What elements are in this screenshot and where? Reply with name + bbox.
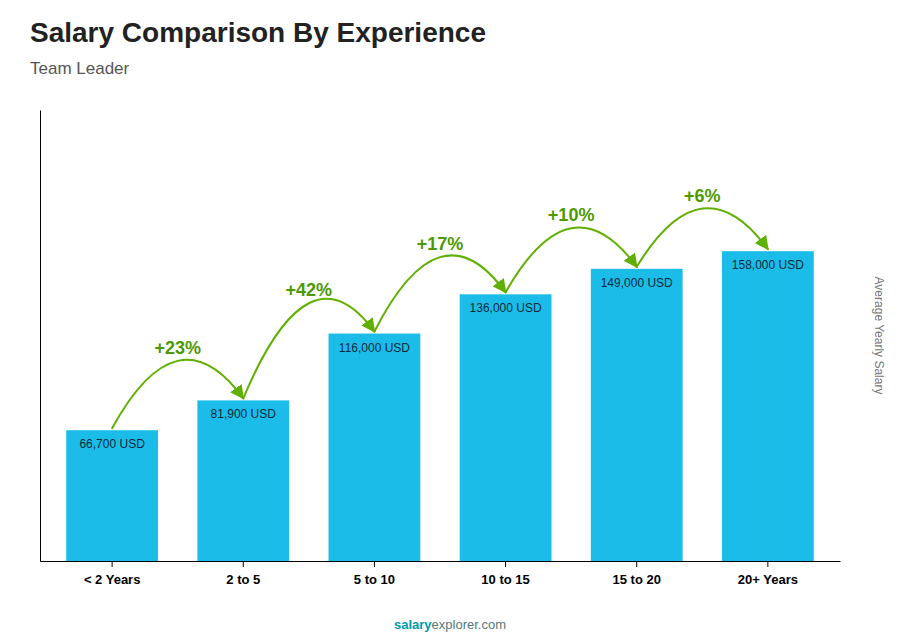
bar [591, 269, 683, 561]
chart: Salary Comparison By Experience Team Lead… [0, 0, 900, 641]
watermark-bold: salary [394, 617, 432, 632]
x-axis: < 2 Years 2 to 5 5 to 10 10 to 15 15 to 20 20… [41, 561, 841, 587]
watermark-rest: explorer.com [432, 617, 506, 632]
change-arrow [506, 227, 637, 292]
bars [66, 251, 814, 561]
bar [197, 400, 289, 561]
x-tick: 10 to 15 [481, 561, 529, 587]
change-arrow [637, 208, 768, 267]
change-label: +23% [154, 338, 201, 358]
data-labels: 66,700 USD 81,900 USD 116,000 USD 136,000 U… [79, 258, 804, 451]
data-label: 116,000 USD [339, 341, 410, 355]
change-label: +17% [417, 234, 464, 254]
change-label: +42% [286, 280, 333, 300]
x-tick-mark [243, 561, 244, 567]
x-tick-mark [767, 561, 768, 567]
bar [722, 251, 814, 561]
x-tick: < 2 Years [84, 561, 141, 587]
x-tick: 20+ Years [738, 561, 798, 587]
change-arrows: +23% +42% +17% +10% +6% [112, 186, 768, 429]
x-tick: 5 to 10 [354, 561, 395, 587]
subtitle: Team Leader [30, 59, 130, 78]
x-tick-label: 5 to 10 [354, 572, 395, 587]
data-label: 158,000 USD [732, 258, 804, 272]
y-axis-title: Average Yearly Salary [872, 277, 886, 395]
bar [329, 334, 421, 561]
change-label: +6% [684, 186, 721, 206]
bar [66, 430, 158, 561]
x-tick-mark [505, 561, 506, 567]
change-arrow [374, 255, 505, 331]
change-label: +10% [548, 205, 595, 225]
change-arrow [112, 360, 243, 428]
x-tick-label: 10 to 15 [481, 572, 529, 587]
data-label: 66,700 USD [79, 437, 145, 451]
data-label: 81,900 USD [211, 407, 277, 421]
x-tick-mark [636, 561, 637, 567]
x-tick: 15 to 20 [613, 561, 661, 587]
x-axis-line [41, 561, 841, 562]
x-tick-mark [374, 561, 375, 567]
x-tick: 2 to 5 [226, 561, 260, 587]
change-arrow [243, 299, 374, 399]
title: Salary Comparison By Experience [30, 17, 486, 48]
watermark: salaryexplorer.com [394, 617, 506, 632]
x-tick-label: 15 to 20 [613, 572, 661, 587]
data-label: 149,000 USD [601, 276, 673, 290]
bar [460, 294, 552, 561]
x-tick-label: 20+ Years [738, 572, 798, 587]
x-tick-label: < 2 Years [84, 572, 141, 587]
y-axis [40, 111, 41, 562]
x-tick-label: 2 to 5 [226, 572, 260, 587]
x-tick-mark [112, 561, 113, 567]
data-label: 136,000 USD [470, 301, 542, 315]
y-axis-line [40, 111, 41, 562]
